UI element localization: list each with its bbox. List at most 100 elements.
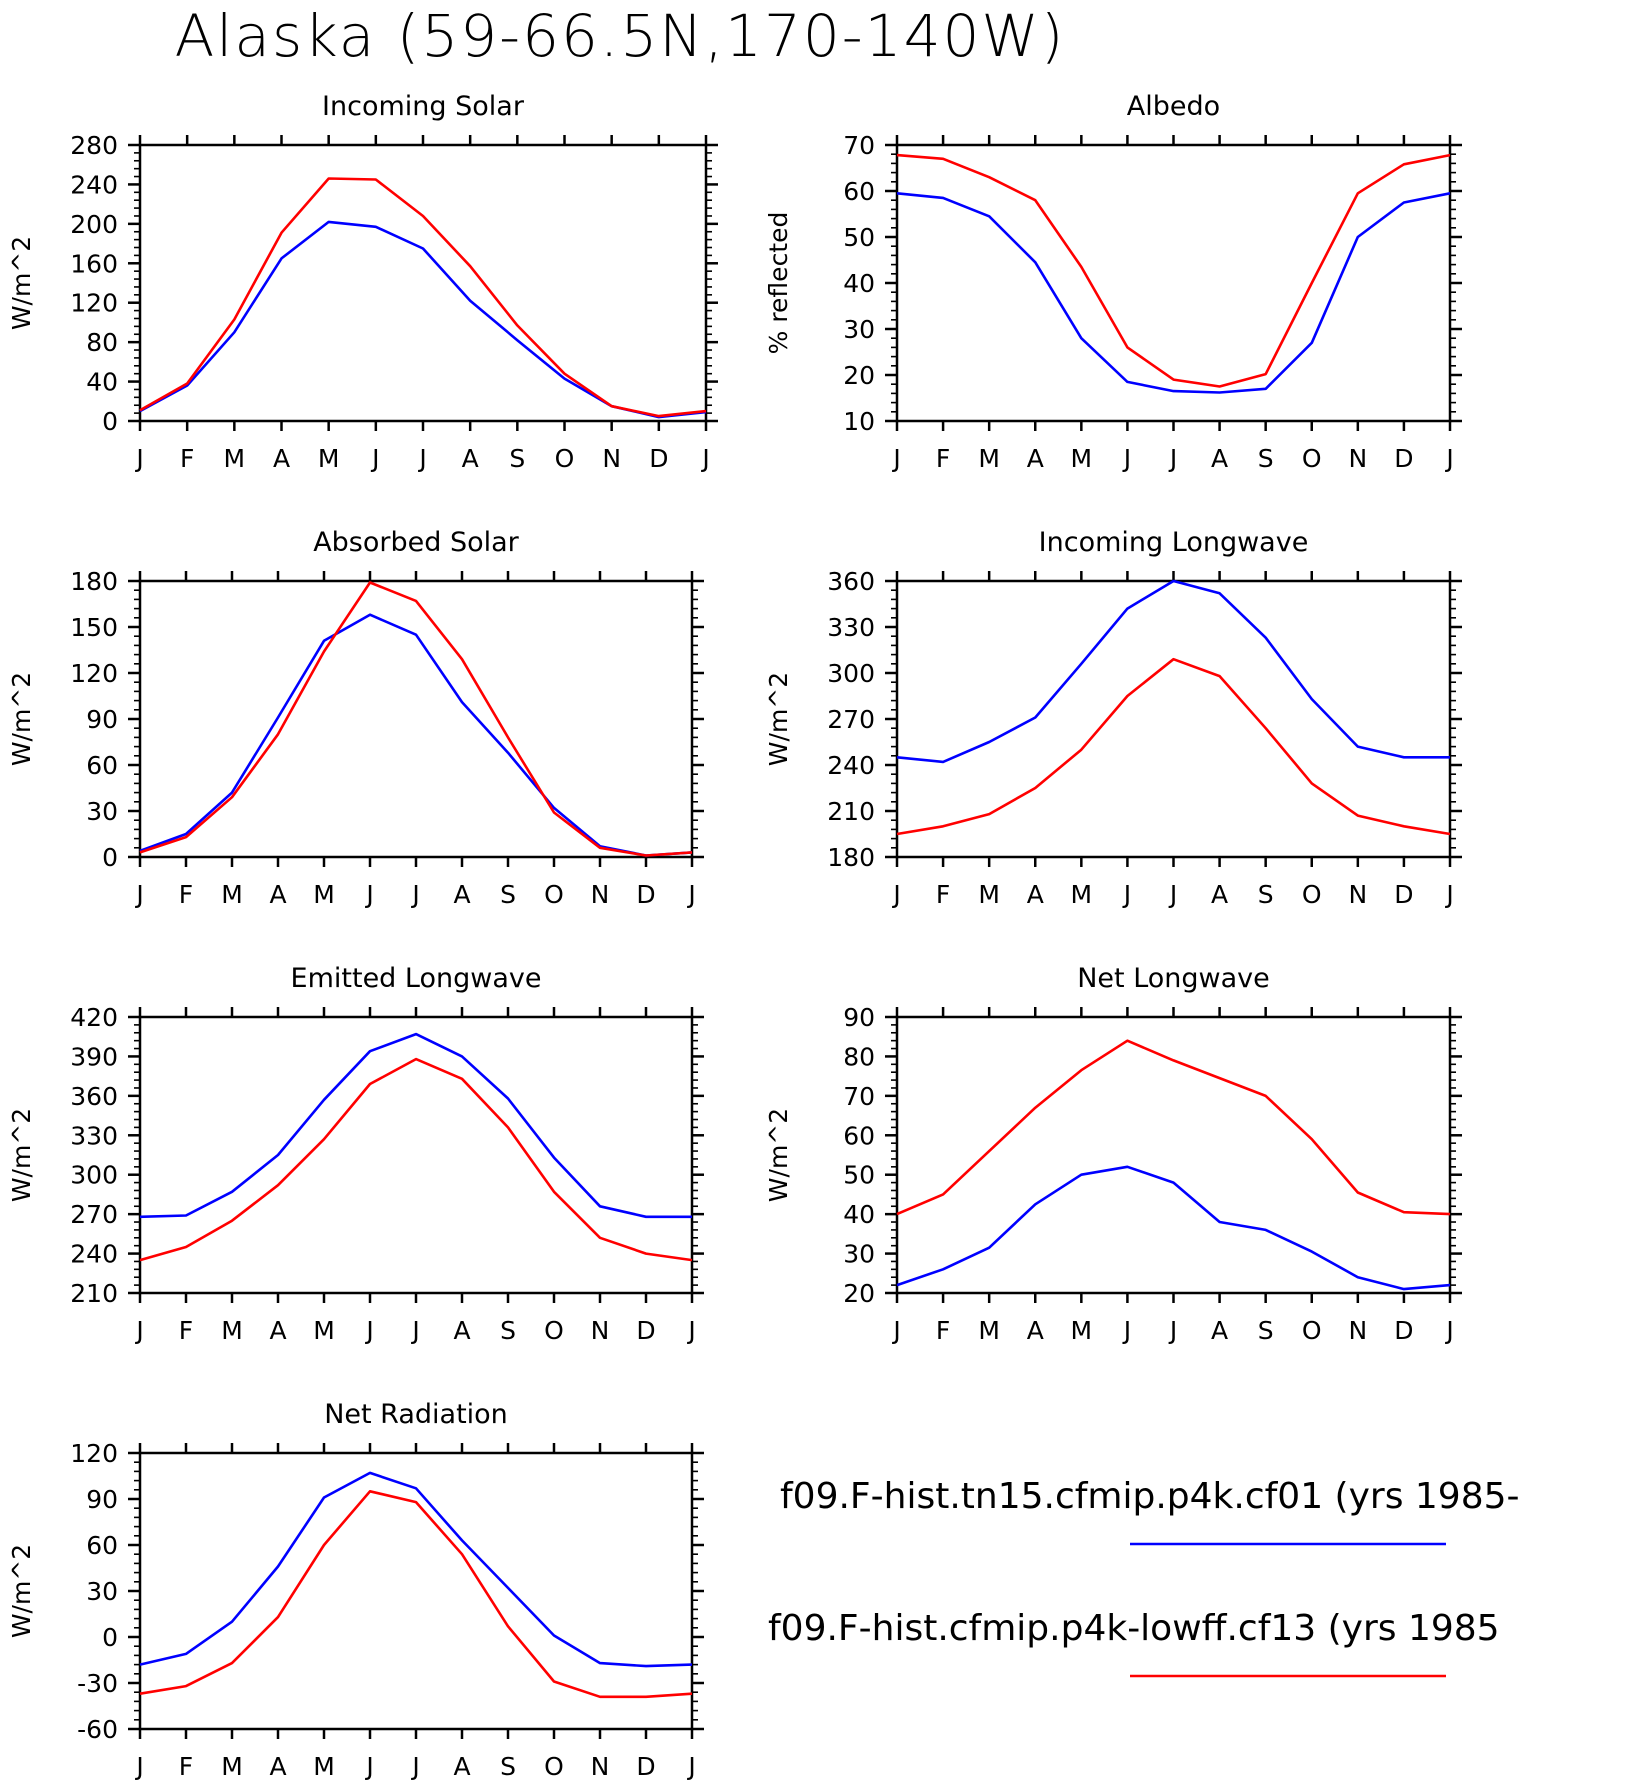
x-tick-label: J [1122,880,1131,909]
x-tick-label: A [453,1752,470,1781]
x-tick-label: M [978,444,1000,473]
y-axis-label: W/m^2 [7,672,36,766]
x-tick-label: S [1258,1316,1274,1345]
x-tick-label: J [134,880,143,909]
y-tick-label: 90 [86,705,118,734]
x-tick-label: N [591,1752,610,1781]
series-line-2 [139,1057,693,1262]
x-tick-label: S [1258,880,1274,909]
y-tick-label: 30 [86,1577,118,1606]
x-tick-label: A [273,444,290,473]
x-tick-label: F [179,1752,193,1781]
y-tick-label: 40 [86,368,118,397]
y-tick-label: 330 [827,613,875,642]
y-axis-label: W/m^2 [764,672,793,766]
legend: f09.F-hist.tn15.cfmip.p4k.cf01 (yrs 1985… [768,1476,1520,1678]
x-tick-label: J [364,1316,373,1345]
x-tick-label: J [364,880,373,909]
legend-label-1: f09.F-hist.tn15.cfmip.p4k.cf01 (yrs 1985… [780,1476,1520,1517]
x-tick-label: M [224,444,246,473]
y-tick-label: 60 [843,1121,875,1150]
y-tick-label: 210 [70,1279,118,1308]
series-line-1 [139,1032,692,1219]
x-tick-label: O [544,880,564,909]
y-tick-label: 280 [70,131,118,160]
x-tick-label: O [1302,444,1322,473]
series-line-2 [896,657,1451,836]
x-tick-label: O [555,444,575,473]
y-tick-label: 360 [70,1082,118,1111]
x-tick-label: A [1027,1316,1044,1345]
x-tick-label: A [1211,880,1228,909]
y-tick-label: 200 [70,210,118,239]
plot-frame [138,579,694,859]
y-tick-label: 70 [843,131,875,160]
x-tick-label: D [636,880,655,909]
y-tick-label: 50 [843,223,875,252]
y-tick-label: 240 [827,751,875,780]
panel-title: Absorbed Solar [313,527,519,558]
x-tick-label: D [1394,444,1413,473]
series-line-1 [139,1471,693,1668]
x-tick-label: A [1027,444,1044,473]
x-tick-label: J [686,880,695,909]
y-tick-label: 80 [86,328,118,357]
y-tick-label: 390 [70,1042,118,1071]
x-tick-label: J [1168,1316,1177,1345]
y-axis-label: W/m^2 [7,1544,36,1638]
x-tick-label: M [221,1316,243,1345]
x-tick-label: S [509,444,525,473]
x-tick-label: O [1302,1316,1322,1345]
panel-title: Net Radiation [324,1399,508,1430]
y-tick-label: 240 [70,170,118,199]
x-tick-label: O [1302,880,1322,909]
x-tick-label: S [500,1752,516,1781]
x-tick-label: J [1444,1316,1453,1345]
x-tick-label: A [1211,444,1228,473]
x-tick-label: S [500,880,516,909]
y-tick-label: 270 [827,705,875,734]
y-tick-label: 180 [827,843,875,872]
series-line-1 [139,613,693,857]
x-tick-label: J [891,444,900,473]
y-tick-label: 300 [827,659,875,688]
x-tick-label: J [364,1752,373,1781]
x-tick-label: M [1071,1316,1093,1345]
x-tick-label: J [410,1316,419,1345]
x-tick-label: N [1348,880,1367,909]
x-tick-label: J [1168,444,1177,473]
x-tick-label: F [936,880,950,909]
y-axis-label: % reflected [764,212,793,355]
x-tick-label: F [936,1316,950,1345]
series-line-2 [139,581,693,857]
series-line-1 [896,1165,1451,1291]
x-tick-label: J [700,444,709,473]
x-tick-label: D [636,1752,655,1781]
chart-panel-4: J F M A M J J A S O N D J180210240270300330360W/m^2I… [764,527,1462,909]
y-axis-label: W/m^2 [7,236,36,330]
y-tick-label: 10 [843,407,875,436]
y-tick-label: 120 [70,289,118,318]
x-tick-label: O [544,1316,564,1345]
x-tick-label: O [544,1752,564,1781]
x-tick-label: M [221,1752,243,1781]
panel-title: Emitted Longwave [291,963,542,994]
y-tick-label: 180 [70,567,118,596]
y-tick-label: 330 [70,1121,118,1150]
series-line-2 [896,1039,1451,1216]
y-tick-label: 60 [86,751,118,780]
series-line-1 [139,220,707,419]
x-tick-label: A [269,1752,286,1781]
chart-panel-1: J F M A M J J A S O N D J04080120160200240280W/m^2In… [7,91,718,473]
x-tick-label: J [1168,880,1177,909]
x-tick-label: M [313,1316,335,1345]
y-tick-label: 40 [843,269,875,298]
series-line-1 [896,192,1451,394]
y-tick-label: 120 [70,1439,118,1468]
x-tick-label: N [1348,444,1367,473]
x-tick-label: D [649,444,668,473]
x-tick-label: J [410,1752,419,1781]
